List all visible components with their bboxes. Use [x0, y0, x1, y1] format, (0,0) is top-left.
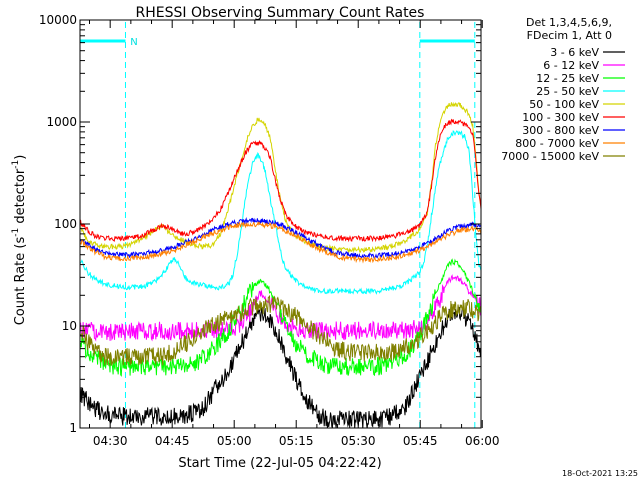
legend-label: 800 - 7000 keV	[515, 137, 599, 150]
series-line-3	[80, 130, 481, 295]
legend-label: 12 - 25 keV	[536, 72, 599, 85]
legend-label: 50 - 100 keV	[529, 98, 599, 111]
y-tick-label: 1	[69, 421, 77, 435]
legend-label: 3 - 6 keV	[550, 46, 599, 59]
y-tick-label: 10000	[39, 13, 77, 27]
series-line-0	[80, 306, 481, 428]
x-tick-label: 05:30	[341, 434, 376, 448]
flag-label: N	[130, 37, 137, 48]
legend-label: 7000 - 15000 keV	[501, 150, 599, 163]
y-axis-label: Count Rate (s-1 detector-1)	[11, 155, 28, 326]
chart-title: RHESSI Observing Summary Count Rates	[136, 5, 425, 21]
legend-label: 6 - 12 keV	[543, 59, 599, 72]
x-tick-label: 05:15	[279, 434, 314, 448]
x-axis-label: Start Time (22-Jul-05 04:22:42)	[178, 456, 381, 471]
legend-header: Det 1,3,4,5,6,9,	[526, 16, 612, 29]
x-tick-label: 05:00	[217, 434, 252, 448]
timestamp: 18-Oct-2021 13:25	[562, 469, 638, 478]
legend-label: 100 - 300 keV	[522, 111, 599, 124]
y-tick-label: 10	[62, 319, 77, 333]
legend-label: 25 - 50 keV	[536, 85, 599, 98]
series-line-7	[80, 221, 481, 264]
x-tick-label: 05:45	[403, 434, 438, 448]
y-tick-label: 1000	[46, 115, 77, 129]
y-tick-label: 100	[54, 217, 77, 231]
legend-header: FDecim 1, Att 0	[527, 29, 612, 42]
y-axis: 1 10 100 1000 10000	[39, 13, 481, 435]
x-axis: 04:30 04:45 05:00 05:15 05:30 05:45 06:00	[89, 20, 500, 448]
series-line-4	[80, 101, 481, 253]
x-tick-label: 06:00	[465, 434, 500, 448]
x-tick-label: 04:45	[155, 434, 190, 448]
series-line-6	[80, 217, 481, 259]
legend-label: 300 - 800 keV	[522, 124, 599, 137]
legend: Det 1,3,4,5,6,9,FDecim 1, Att 0 3 - 6 keV…	[501, 16, 625, 163]
x-tick-label: 04:30	[93, 434, 128, 448]
svg-text:Count Rate (s-1 detector-1): Count Rate (s-1 detector-1)	[11, 155, 28, 326]
series-layer	[80, 101, 481, 428]
series-line-5	[80, 118, 481, 243]
series-line-8	[80, 294, 481, 366]
series-line-2	[80, 258, 481, 377]
